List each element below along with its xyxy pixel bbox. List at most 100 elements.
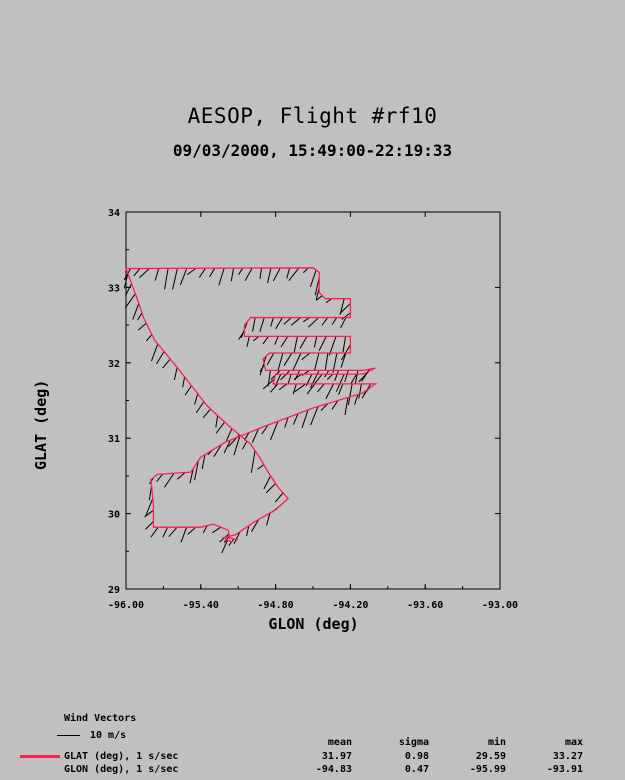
wind-vector	[344, 397, 349, 416]
wind-vector	[145, 334, 153, 342]
wind-vector	[308, 317, 320, 328]
wind-vector	[274, 492, 284, 503]
wind-vector	[176, 472, 186, 480]
y-tick-label: 30	[108, 510, 120, 521]
wind-vector	[301, 369, 310, 376]
series-label-glon: GLON (deg), 1 s/sec	[64, 764, 179, 775]
wind-vector	[154, 268, 160, 281]
wind-vector	[270, 317, 274, 327]
wind-vector	[189, 468, 194, 484]
x-tick-label: -93.00	[482, 600, 518, 611]
wind-vector	[179, 268, 188, 286]
wind-vector	[150, 526, 159, 538]
wind-vector	[287, 373, 292, 384]
wind-vector	[270, 383, 279, 393]
wind-vector	[263, 475, 272, 490]
wind-vector	[334, 370, 340, 381]
wind-vector	[172, 268, 178, 290]
wind-vector	[195, 401, 205, 413]
wind-vector	[145, 498, 154, 516]
wind-vector	[332, 352, 338, 373]
wind-vector	[187, 526, 197, 535]
wind-vector	[274, 373, 282, 387]
wind-vector	[266, 352, 275, 366]
wind-vector	[163, 472, 175, 488]
wind-vector	[314, 373, 323, 384]
wind-vector	[301, 352, 311, 360]
wind-vector	[251, 428, 259, 443]
wind-vector	[261, 424, 269, 435]
wind-vector	[272, 267, 281, 282]
wind-vector	[262, 378, 275, 390]
wind-vector	[340, 317, 347, 328]
wind-vector	[318, 336, 327, 351]
x-tick-label: -95.40	[183, 600, 219, 611]
wind-vector	[331, 400, 339, 410]
wind-vector	[293, 373, 302, 380]
wind-vector	[331, 317, 338, 325]
wind-vector	[326, 373, 334, 380]
wind-vector	[202, 408, 211, 419]
wind-vector	[252, 317, 256, 332]
flight-track-plot: -96.00 -95.40 -94.80 -94.20 -93.60 -93.00 29 30…	[108, 208, 518, 611]
wind-vector	[244, 267, 253, 281]
wind-vector	[294, 383, 306, 393]
wind-vector	[238, 330, 245, 340]
wind-vector	[292, 383, 297, 395]
wind-vector	[201, 454, 206, 470]
y-tick-label: 33	[108, 283, 120, 294]
wind-vector	[358, 383, 362, 399]
wind-vector	[286, 267, 291, 279]
flight-track-line	[125, 267, 378, 543]
wind-vector	[265, 483, 276, 494]
wind-vector	[320, 403, 329, 411]
wind-vector	[225, 428, 233, 441]
wind-vector	[180, 527, 188, 543]
wind-vector	[347, 383, 353, 406]
wind-vector	[230, 268, 235, 282]
wind-vector	[316, 383, 325, 393]
stat-header-max: max	[564, 737, 583, 748]
wind-vector	[283, 317, 292, 325]
wind-vector	[358, 370, 370, 383]
wind-vector	[341, 312, 351, 320]
wind-vector	[301, 409, 309, 429]
wind-vector	[259, 267, 263, 279]
wind-vector	[221, 539, 229, 554]
wind-vector	[223, 439, 231, 454]
wind-vector	[299, 336, 308, 349]
wind-vector	[315, 295, 323, 301]
chart-title: AESOP, Flight #rf10	[187, 104, 438, 128]
wind-vector	[125, 283, 133, 296]
wind-vector	[284, 417, 289, 428]
glat-mean: 31.97	[321, 751, 352, 762]
wind-vector	[233, 531, 241, 544]
wind-vector	[145, 521, 154, 530]
wind-vector	[123, 273, 129, 289]
wind-scale-label: 10 m/s	[90, 730, 127, 741]
wind-vector	[310, 406, 319, 426]
wind-vector	[184, 385, 192, 396]
wind-vector	[164, 268, 169, 290]
glat-max: 33.27	[552, 751, 583, 762]
wind-vector	[277, 352, 284, 372]
wind-vector	[250, 450, 256, 473]
wind-vectors-title: Wind Vectors	[64, 713, 137, 724]
wind-vector	[259, 317, 265, 332]
wind-vector	[325, 298, 332, 304]
series-label-glat: GLAT (deg), 1 s/sec	[64, 751, 179, 762]
glat-sigma: 0.98	[404, 751, 429, 762]
wind-vector	[340, 352, 347, 368]
wind-vector	[290, 317, 301, 326]
wind-vector	[275, 317, 283, 330]
wind-vector	[325, 383, 334, 399]
wind-vector	[137, 312, 143, 321]
wind-vector	[137, 322, 147, 331]
x-tick-label: -93.60	[407, 600, 443, 611]
wind-vector	[302, 267, 309, 274]
wind-vector	[339, 303, 351, 315]
wind-vector	[215, 421, 226, 434]
wind-vector	[314, 277, 320, 296]
wind-vector	[246, 525, 250, 537]
wind-vector	[162, 526, 169, 538]
